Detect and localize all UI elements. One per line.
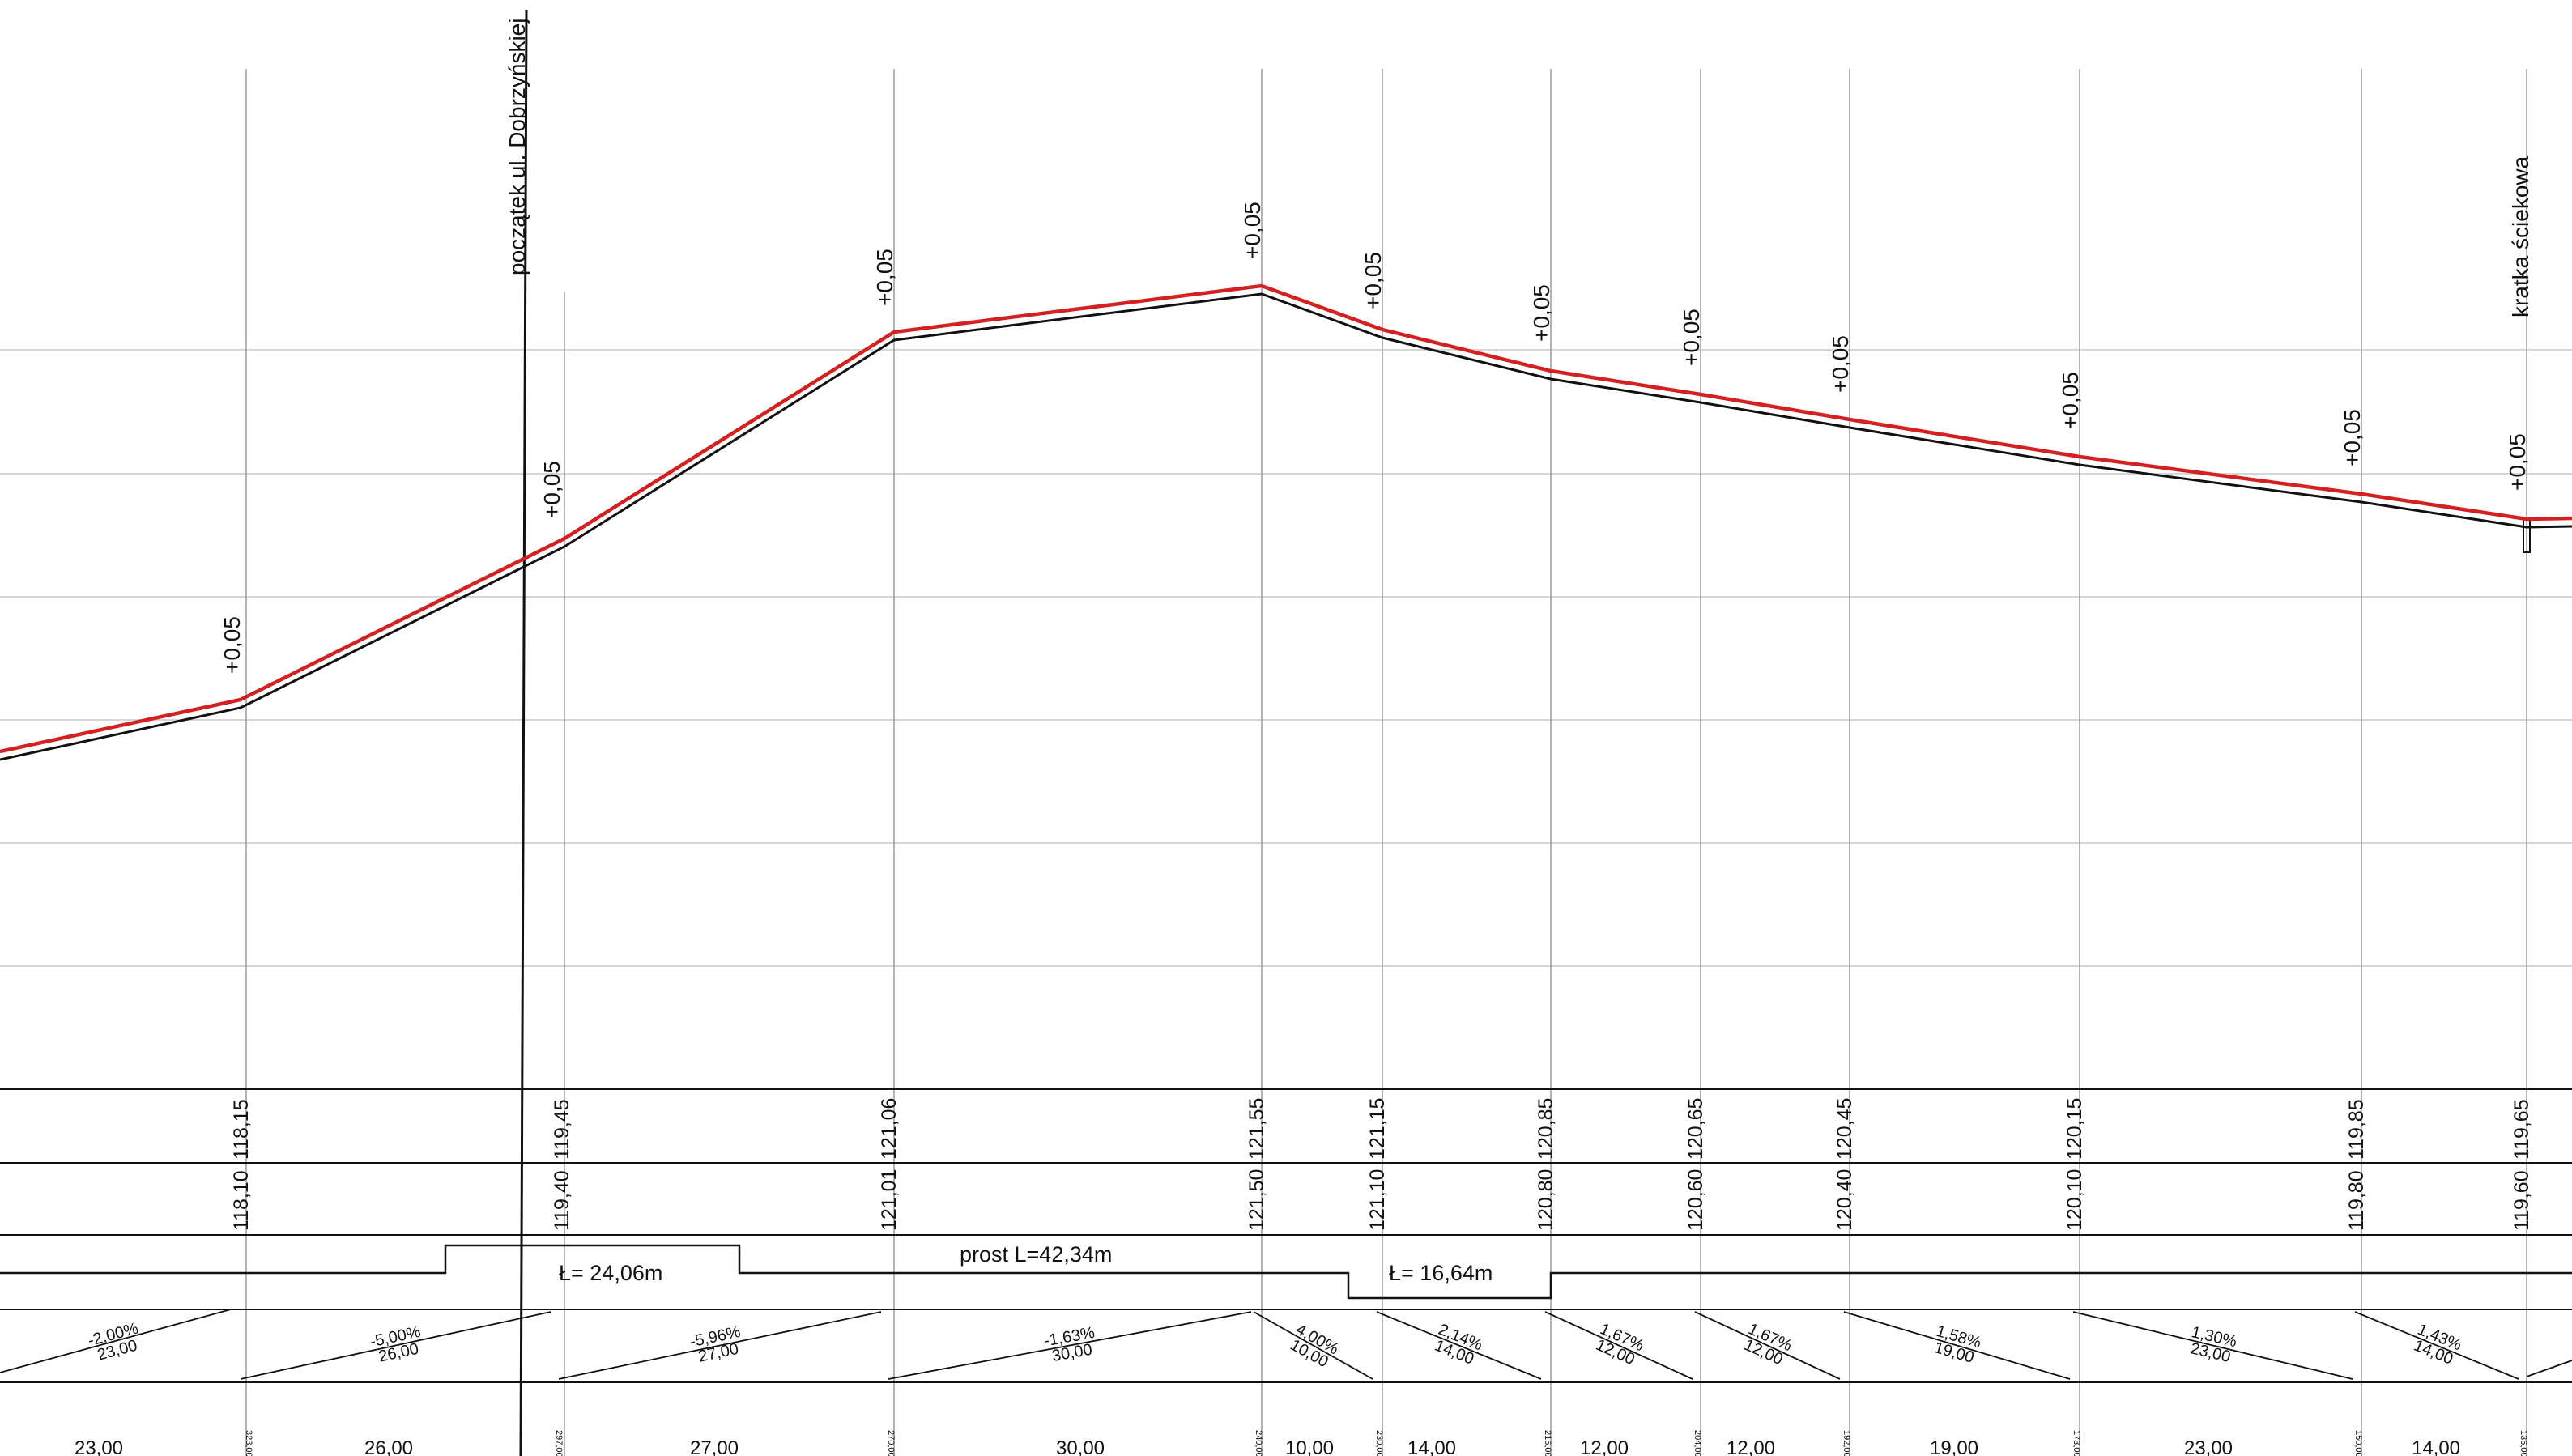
chainage-value: 204,00 — [1693, 1430, 1702, 1456]
terrain-elevation-row: 118,10 119,40 121,01 121,50 121,10 120,8… — [230, 1169, 2533, 1231]
arc-left-label: Ł= 24,06m — [559, 1261, 662, 1285]
distance-value: 12,00 — [1727, 1437, 1775, 1456]
slope-diagonal — [1843, 1311, 2071, 1380]
distance-value: 10,00 — [1285, 1437, 1334, 1456]
chainage-value: 240,00 — [1254, 1430, 1263, 1456]
alignment-row: Ł= 24,06m prost L=42,34m Ł= 16,64m — [0, 1242, 2572, 1300]
design-elevation-value: 118,15 — [230, 1099, 253, 1160]
terrain-elevation-value: 119,40 — [551, 1170, 573, 1231]
distance-value: 23,00 — [2184, 1437, 2233, 1456]
terrain-elevation-value: 120,60 — [1684, 1169, 1707, 1231]
distance-value: 26,00 — [364, 1437, 413, 1456]
offset-label: +0,05 — [1679, 309, 1704, 366]
design-elevation-row: 118,15 119,45 121,06 121,55 121,15 120,8… — [230, 1098, 2533, 1160]
design-elevation-value: 119,65 — [2510, 1099, 2533, 1160]
terrain-elevation-value: 119,60 — [2510, 1170, 2533, 1231]
design-elevation-value: 120,65 — [1684, 1098, 1707, 1160]
slope-diagonal — [2072, 1311, 2353, 1380]
terrain-elevation-value: 121,50 — [1246, 1169, 1268, 1231]
distance-value: 14,00 — [2412, 1437, 2460, 1456]
chainage-value: 323,00 — [244, 1430, 253, 1456]
terrain-elevation-value: 120,10 — [2063, 1169, 2086, 1231]
arc-right-label: Ł= 16,64m — [1389, 1261, 1493, 1285]
terrain-elevation-value: 121,10 — [1366, 1169, 1389, 1231]
chainage-value: 270,00 — [886, 1430, 896, 1456]
slope-diagonal — [240, 1311, 551, 1380]
alignment-step-line — [0, 1244, 2572, 1300]
terrain-elevation-value: 118,10 — [230, 1170, 253, 1231]
drain-grate-label: kratka ściekowa — [2508, 155, 2533, 317]
design-elevation-value: 120,45 — [1833, 1098, 1856, 1160]
design-elevation-value: 120,85 — [1535, 1098, 1557, 1160]
offset-labels: +0,05 +0,05 +0,05 +0,05 +0,05 +0,05 +0,0… — [219, 202, 2530, 674]
offset-label: +0,05 — [2058, 372, 2083, 429]
terrain-elevation-value: 120,80 — [1535, 1169, 1557, 1231]
chainage-value: 173,00 — [2072, 1430, 2081, 1456]
design-profile-line — [0, 283, 2572, 754]
design-elevation-value: 120,15 — [2063, 1098, 2086, 1160]
terrain-elevation-value: 121,01 — [878, 1169, 901, 1231]
chainage-value: 192,00 — [1842, 1430, 1851, 1456]
distance-value: 30,00 — [1056, 1437, 1105, 1456]
slope-diagonal — [888, 1311, 1252, 1380]
distance-value: 23,00 — [75, 1437, 123, 1456]
elevation-grid — [0, 349, 2572, 967]
slope-diagonal — [558, 1311, 882, 1380]
slope-diagonal — [2526, 1360, 2572, 1377]
distance-value: 12,00 — [1580, 1437, 1629, 1456]
design-elevation-value: 119,85 — [2345, 1099, 2368, 1160]
terrain-elevation-value: 120,40 — [1833, 1169, 1856, 1231]
offset-label: +0,05 — [2340, 409, 2365, 466]
design-elevation-value: 121,15 — [1366, 1098, 1389, 1160]
slope-diagonal — [1253, 1311, 1373, 1380]
chainage-value: 136,00 — [2519, 1430, 2528, 1456]
offset-label: +0,05 — [539, 461, 564, 518]
chainage-row: 323,00 297,00 270,00 240,00 230,00 216,0… — [244, 1430, 2528, 1456]
chainage-value: 216,00 — [1543, 1430, 1552, 1456]
distance-row: 23,00 26,00 27,00 30,00 10,00 14,00 12,0… — [75, 1437, 2460, 1456]
offset-label: +0,05 — [872, 249, 897, 306]
slope-diagonal — [0, 1309, 232, 1373]
distance-value: 27,00 — [690, 1437, 739, 1456]
offset-label: +0,05 — [1529, 284, 1554, 342]
design-elevation-value: 119,45 — [551, 1099, 573, 1160]
station-lines — [245, 69, 2527, 1456]
slope-diagonal — [1694, 1311, 1841, 1380]
terrain-profile-line — [0, 292, 2572, 761]
street-start-line — [519, 9, 528, 1456]
table-bands — [0, 1088, 2572, 1383]
chainage-value: 297,00 — [554, 1430, 564, 1456]
slope-diagonal — [1544, 1311, 1693, 1380]
distance-value: 14,00 — [1407, 1437, 1456, 1456]
chainage-value: 230,00 — [1374, 1430, 1384, 1456]
street-start-label: początek ul. Dobrzyńskiej — [505, 19, 530, 275]
offset-label: +0,05 — [2505, 433, 2530, 491]
offset-label: +0,05 — [1240, 202, 1265, 259]
slope-diagonal — [2354, 1311, 2519, 1380]
offset-label: +0,05 — [1828, 335, 1853, 393]
terrain-elevation-value: 119,80 — [2345, 1170, 2368, 1231]
slope-diagonal — [1376, 1311, 1542, 1380]
design-elevation-value: 121,06 — [878, 1098, 901, 1160]
distance-value: 19,00 — [1930, 1437, 1978, 1456]
chainage-value: 150,00 — [2353, 1430, 2363, 1456]
slope-row: -2,00% 23,00 -5,00% 26,00 -5,96% 27,00 -… — [0, 1309, 2572, 1380]
offset-label: +0,05 — [1361, 252, 1386, 309]
offset-label: +0,05 — [219, 616, 245, 674]
design-elevation-value: 121,55 — [1246, 1098, 1268, 1160]
straight-label: prost L=42,34m — [960, 1242, 1112, 1267]
